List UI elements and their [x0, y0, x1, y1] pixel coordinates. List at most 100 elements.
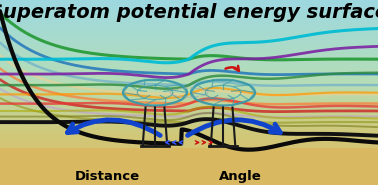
Bar — [0, 133, 378, 134]
Bar — [0, 96, 378, 97]
Bar — [0, 120, 378, 122]
Bar — [0, 32, 378, 34]
Bar — [0, 134, 378, 136]
Bar — [0, 165, 378, 166]
Bar — [0, 94, 378, 96]
Bar — [0, 130, 378, 131]
Bar — [0, 54, 378, 56]
Bar — [0, 45, 378, 46]
Bar — [0, 119, 378, 120]
Bar — [0, 92, 378, 94]
Bar — [0, 36, 378, 37]
Bar — [0, 125, 378, 126]
Bar — [0, 89, 378, 91]
Bar — [0, 163, 378, 165]
Text: Angle: Angle — [218, 170, 262, 183]
Bar — [0, 22, 378, 23]
Bar — [0, 162, 378, 163]
Bar — [0, 128, 378, 129]
Text: Distance: Distance — [75, 170, 140, 183]
Bar — [0, 100, 378, 102]
Bar — [0, 156, 378, 157]
Bar — [0, 149, 378, 151]
Bar — [0, 103, 378, 105]
Bar — [0, 0, 378, 1]
Bar — [0, 83, 378, 85]
Bar — [0, 131, 378, 133]
Bar — [0, 140, 378, 142]
Bar — [0, 52, 378, 54]
Bar — [0, 9, 378, 11]
Bar — [0, 63, 378, 65]
Bar — [0, 147, 378, 148]
Bar — [0, 160, 378, 162]
Bar — [0, 151, 378, 153]
Bar — [0, 77, 378, 79]
Bar — [0, 80, 378, 82]
Bar — [0, 173, 378, 174]
Bar — [0, 28, 378, 29]
Bar — [0, 153, 378, 154]
Bar — [0, 111, 378, 112]
Bar — [0, 46, 378, 48]
Bar — [0, 20, 378, 22]
Bar — [0, 91, 378, 92]
Bar — [0, 145, 378, 147]
Bar — [0, 112, 378, 114]
Bar — [0, 137, 378, 139]
Bar — [0, 62, 378, 63]
Bar — [0, 166, 378, 168]
Bar — [0, 12, 378, 14]
Bar — [0, 29, 378, 31]
Bar — [0, 126, 378, 128]
Bar — [0, 11, 378, 12]
Bar — [0, 8, 378, 9]
Bar — [0, 14, 378, 15]
Bar — [0, 82, 378, 83]
Bar — [0, 159, 378, 160]
Bar — [0, 48, 378, 49]
Bar — [0, 99, 378, 100]
Bar — [0, 75, 378, 77]
Text: Superatom potential energy surface: Superatom potential energy surface — [0, 3, 378, 22]
Bar — [0, 86, 378, 88]
Bar — [0, 18, 378, 20]
Bar — [0, 15, 378, 17]
Bar — [0, 168, 378, 170]
Bar — [0, 43, 378, 45]
Bar — [0, 122, 378, 123]
Bar — [0, 23, 378, 25]
Bar — [0, 66, 378, 68]
Bar — [0, 34, 378, 36]
Bar — [0, 38, 378, 40]
Bar — [0, 108, 378, 110]
Bar — [0, 51, 378, 52]
Bar — [0, 142, 378, 143]
Bar — [0, 6, 378, 8]
Bar — [0, 40, 378, 42]
Bar — [0, 97, 378, 99]
Bar — [0, 110, 378, 111]
Bar — [0, 74, 378, 75]
Bar — [0, 65, 378, 66]
Bar — [0, 68, 378, 69]
Bar — [0, 37, 378, 38]
Bar — [0, 59, 378, 60]
Bar — [0, 182, 378, 184]
Bar — [0, 71, 378, 73]
Bar — [0, 123, 378, 125]
Bar — [0, 17, 378, 18]
Bar — [0, 171, 378, 173]
Bar — [0, 148, 378, 185]
Bar — [0, 79, 378, 80]
Bar — [0, 5, 378, 6]
Bar — [0, 154, 378, 156]
Bar — [0, 85, 378, 86]
Bar — [0, 179, 378, 180]
Bar — [0, 25, 378, 26]
Bar — [0, 143, 378, 145]
Bar — [0, 117, 378, 119]
Bar — [0, 102, 378, 103]
Bar — [0, 88, 378, 89]
Bar — [0, 57, 378, 59]
